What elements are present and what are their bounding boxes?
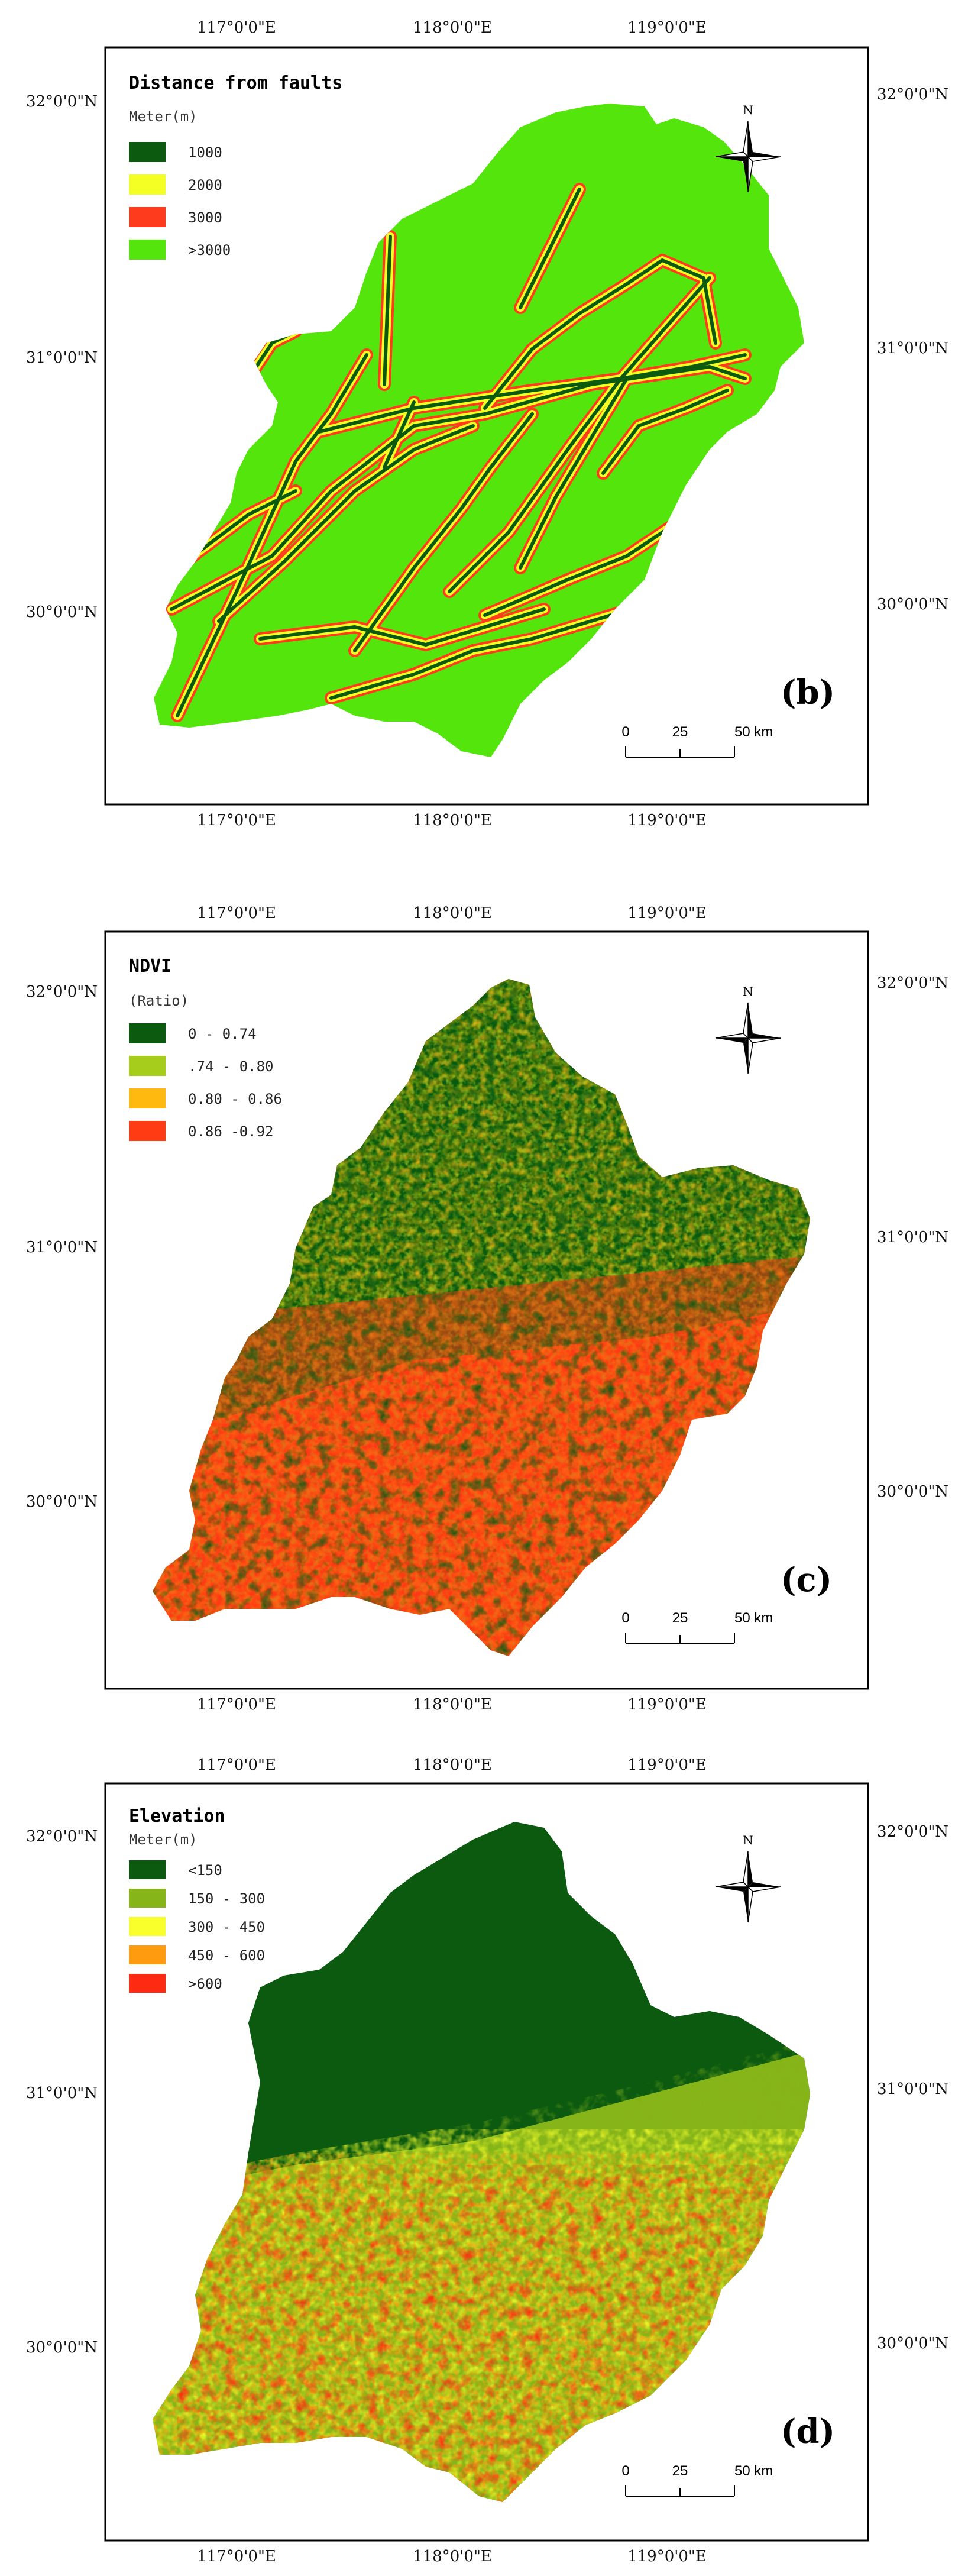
legend-label: <150 bbox=[188, 1862, 222, 1879]
north-label: N bbox=[743, 1833, 753, 1847]
lon-label-bottom: 117°0'0"E bbox=[197, 1696, 276, 1714]
lat-label-right: 32°0'0"N bbox=[877, 86, 948, 104]
legend-label: 0.80 - 0.86 bbox=[188, 1091, 282, 1107]
lat-label-right: 31°0'0"N bbox=[877, 1229, 948, 1246]
legend-swatch bbox=[129, 240, 166, 260]
legend-swatch bbox=[129, 174, 166, 195]
legend-swatch bbox=[129, 1945, 166, 1964]
panel-label: (b) bbox=[781, 673, 835, 712]
lon-label-top: 118°0'0"E bbox=[413, 1756, 492, 1774]
panel-label: (c) bbox=[781, 1560, 832, 1599]
lat-label-left: 31°0'0"N bbox=[26, 2084, 98, 2102]
lat-label-left: 32°0'0"N bbox=[26, 93, 98, 111]
scale-label: 0 bbox=[621, 1610, 629, 1626]
north-arrow-icon: N bbox=[715, 1833, 781, 1923]
scale-label: 25 bbox=[672, 1610, 688, 1626]
lon-label-bottom: 118°0'0"E bbox=[413, 812, 492, 829]
lon-label-bottom: 119°0'0"E bbox=[627, 812, 707, 829]
legend-label: 1000 bbox=[188, 144, 222, 161]
legend-swatch bbox=[129, 142, 166, 162]
legend-label: >600 bbox=[188, 1976, 222, 1992]
legend-swatch bbox=[129, 1889, 166, 1908]
lon-label-top: 117°0'0"E bbox=[197, 19, 276, 37]
lat-label-right: 32°0'0"N bbox=[877, 974, 948, 992]
lon-label-bottom: 117°0'0"E bbox=[197, 2548, 276, 2565]
scale-label: 25 bbox=[672, 2463, 688, 2479]
lat-label-right: 32°0'0"N bbox=[877, 1823, 948, 1841]
lat-label-right: 31°0'0"N bbox=[877, 340, 948, 357]
lat-label-left: 30°0'0"N bbox=[26, 1493, 98, 1511]
legend-label: 300 - 450 bbox=[188, 1919, 265, 1935]
scale-bar: 0 25 50 km bbox=[621, 2463, 773, 2497]
scale-label: 50 km bbox=[734, 724, 773, 740]
legend-unit: (Ratio) bbox=[129, 993, 189, 1009]
lon-label-top: 119°0'0"E bbox=[627, 904, 707, 922]
north-arrow-icon: N bbox=[715, 103, 781, 193]
lat-label-left: 32°0'0"N bbox=[26, 983, 98, 1001]
scale-bar: 0 25 50 km bbox=[621, 724, 773, 758]
legend: 0 - 0.74 .74 - 0.80 0.80 - 0.86 0.86 -0.… bbox=[129, 1023, 282, 1141]
legend-swatch bbox=[129, 1974, 166, 1993]
legend-swatch bbox=[129, 1056, 166, 1076]
lat-label-left: 31°0'0"N bbox=[26, 349, 98, 367]
lat-label-right: 30°0'0"N bbox=[877, 596, 948, 613]
lat-label-left: 31°0'0"N bbox=[26, 1239, 98, 1256]
lat-label-right: 30°0'0"N bbox=[877, 1483, 948, 1501]
legend-label: 0 - 0.74 bbox=[188, 1026, 257, 1042]
north-label: N bbox=[743, 103, 753, 117]
scale-label: 0 bbox=[621, 724, 629, 740]
legend-swatch bbox=[129, 1023, 166, 1043]
lon-label-top: 117°0'0"E bbox=[197, 1756, 276, 1774]
panel-b: 117°0'0"E 118°0'0"E 119°0'0"E 117°0'0"E … bbox=[26, 19, 948, 829]
lon-label-top: 119°0'0"E bbox=[627, 1756, 707, 1774]
legend-label: 450 - 600 bbox=[188, 1947, 265, 1964]
legend-title: Elevation bbox=[129, 1806, 225, 1827]
lon-label-bottom: 119°0'0"E bbox=[627, 2548, 707, 2565]
panel-c: 117°0'0"E 118°0'0"E 119°0'0"E 117°0'0"E … bbox=[26, 904, 948, 1714]
legend-unit: Meter(m) bbox=[129, 108, 198, 125]
lon-label-bottom: 118°0'0"E bbox=[413, 1696, 492, 1714]
scale-label: 0 bbox=[621, 2463, 629, 2479]
north-arrow-icon: N bbox=[715, 984, 781, 1074]
lon-label-top: 117°0'0"E bbox=[197, 904, 276, 922]
lon-label-bottom: 119°0'0"E bbox=[627, 1696, 707, 1714]
legend-swatch bbox=[129, 1088, 166, 1108]
legend-label: 3000 bbox=[188, 209, 222, 226]
legend-title: NDVI bbox=[129, 956, 171, 977]
legend-swatch bbox=[129, 207, 166, 227]
legend-label: 2000 bbox=[188, 177, 222, 193]
legend: 1000 2000 3000 >3000 bbox=[129, 142, 231, 260]
lat-label-left: 30°0'0"N bbox=[26, 603, 98, 621]
scale-bar: 0 25 50 km bbox=[621, 1610, 773, 1644]
lat-label-right: 31°0'0"N bbox=[877, 2080, 948, 2098]
north-label: N bbox=[743, 984, 753, 998]
lon-label-bottom: 117°0'0"E bbox=[197, 812, 276, 829]
lon-label-top: 119°0'0"E bbox=[627, 19, 707, 37]
lat-label-right: 30°0'0"N bbox=[877, 2335, 948, 2352]
legend-swatch bbox=[129, 1121, 166, 1141]
legend-label: >3000 bbox=[188, 242, 231, 258]
legend-swatch bbox=[129, 1917, 166, 1936]
panel-label: (d) bbox=[781, 2412, 835, 2451]
lon-label-top: 118°0'0"E bbox=[413, 19, 492, 37]
panel-d: 117°0'0"E 118°0'0"E 119°0'0"E 117°0'0"E … bbox=[26, 1756, 948, 2565]
legend-unit: Meter(m) bbox=[129, 1831, 198, 1848]
lon-label-bottom: 118°0'0"E bbox=[413, 2548, 492, 2565]
scale-label: 50 km bbox=[734, 1610, 773, 1626]
legend-title: Distance from faults bbox=[129, 73, 342, 93]
lon-label-top: 118°0'0"E bbox=[413, 904, 492, 922]
legend-label: 150 - 300 bbox=[188, 1890, 265, 1907]
lat-label-left: 30°0'0"N bbox=[26, 2339, 98, 2357]
scale-label: 50 km bbox=[734, 2463, 773, 2479]
legend-label: .74 - 0.80 bbox=[188, 1058, 274, 1075]
legend-label: 0.86 -0.92 bbox=[188, 1123, 274, 1140]
scale-label: 25 bbox=[672, 724, 688, 740]
legend-swatch bbox=[129, 1860, 166, 1879]
lat-label-left: 32°0'0"N bbox=[26, 1828, 98, 1845]
legend: <150 150 - 300 300 - 450 450 - 600 >600 bbox=[129, 1860, 265, 1993]
